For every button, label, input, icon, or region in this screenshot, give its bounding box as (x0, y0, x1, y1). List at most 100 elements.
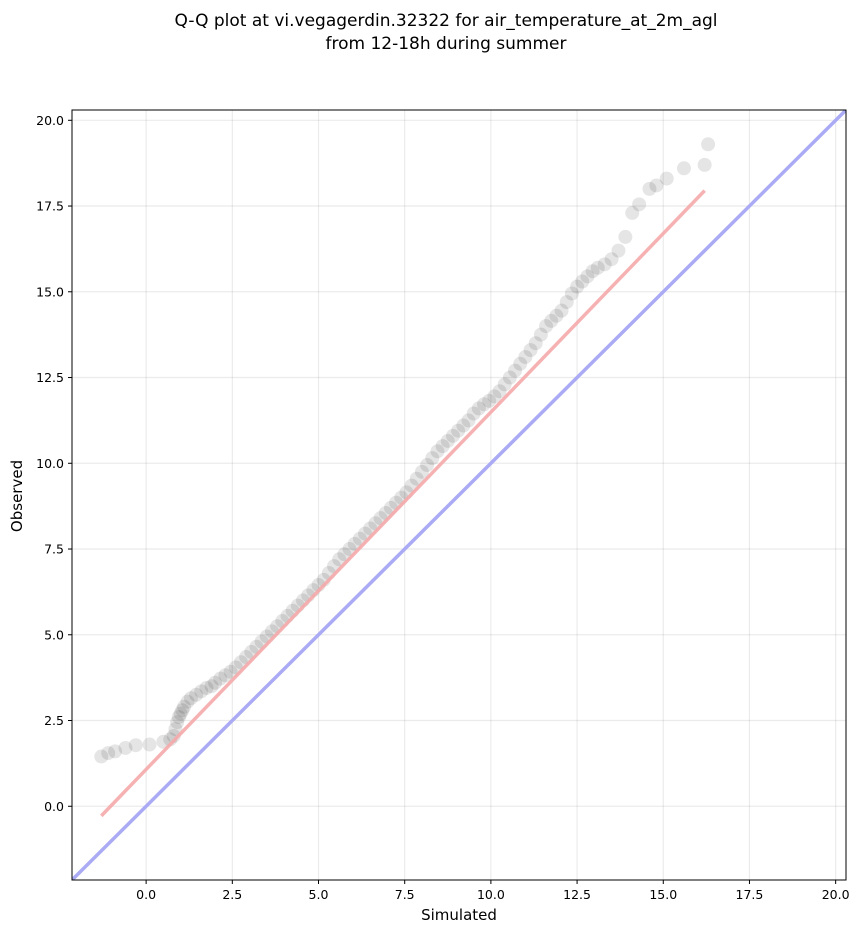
data-point (482, 393, 497, 408)
chart-title-line-2: from 12-18h during summer (326, 34, 567, 54)
data-point (173, 706, 188, 721)
data-point (461, 413, 476, 428)
data-point (618, 229, 633, 244)
data-point (518, 349, 533, 364)
data-point (180, 694, 195, 709)
x-tick-label: 12.5 (563, 887, 591, 902)
x-tick-label: 20.0 (822, 887, 850, 902)
data-point (487, 389, 502, 404)
x-tick-label: 7.5 (395, 887, 415, 902)
data-point (590, 260, 605, 275)
data-point (533, 327, 548, 342)
data-point (108, 744, 123, 759)
data-point (168, 722, 183, 737)
data-point (604, 252, 619, 267)
data-point (549, 308, 564, 323)
fit-line (100, 189, 706, 818)
data-point (676, 161, 691, 176)
data-point (528, 336, 543, 351)
data-point (642, 181, 657, 196)
data-point (539, 319, 554, 334)
y-tick-label: 15.0 (36, 284, 64, 299)
y-axis-label: Observed (8, 460, 26, 532)
y-tick-label: 12.5 (36, 370, 64, 385)
y-tick-label: 5.0 (44, 627, 64, 642)
data-point (440, 433, 455, 448)
data-point (492, 384, 507, 399)
y-tick-label: 10.0 (36, 456, 64, 471)
grid-lines (72, 110, 846, 880)
data-point (170, 715, 185, 730)
y-tick-label: 20.0 (36, 113, 64, 128)
data-point (456, 418, 471, 433)
data-point (142, 737, 157, 752)
x-tick-label: 15.0 (649, 887, 677, 902)
data-point (445, 428, 460, 443)
data-point (570, 279, 585, 294)
data-point (218, 668, 233, 683)
data-point (223, 664, 238, 679)
data-point (430, 444, 445, 459)
data-point (409, 471, 424, 486)
x-tick-label: 10.0 (477, 887, 505, 902)
x-tick-label: 0.0 (136, 887, 156, 902)
data-point (101, 746, 116, 761)
data-point (554, 303, 569, 318)
data-point (476, 397, 491, 412)
data-point (697, 157, 712, 172)
data-point (701, 137, 716, 152)
data-point (414, 464, 429, 479)
data-point (580, 269, 595, 284)
data-point (332, 552, 347, 567)
data-point (502, 370, 517, 385)
data-point (451, 423, 466, 438)
data-point (425, 451, 440, 466)
data-point (204, 679, 219, 694)
data-point (497, 377, 512, 392)
data-point (513, 356, 528, 371)
data-point (508, 363, 523, 378)
data-point (611, 243, 626, 258)
data-point (118, 740, 133, 755)
data-point (649, 178, 664, 193)
plot-frame (71, 109, 847, 881)
y-tick-label: 0.0 (44, 799, 64, 814)
data-point (213, 671, 228, 686)
data-point (199, 680, 214, 695)
data-point (466, 406, 481, 421)
y-tick-label: 17.5 (36, 199, 64, 214)
data-point (585, 264, 600, 279)
data-point (659, 171, 674, 186)
y-tick-label: 7.5 (44, 542, 64, 557)
x-axis-ticks: 0.0 2.5 5.0 7.5 10.0 12.5 15.0 17.5 20.0 (136, 880, 850, 902)
data-point (183, 691, 198, 706)
data-point (564, 286, 579, 301)
data-point (337, 547, 352, 562)
y-axis-ticks: 0.0 2.5 5.0 7.5 10.0 12.5 15.0 17.5 20.0 (36, 113, 72, 814)
data-point (544, 313, 559, 328)
data-point (435, 439, 450, 454)
data-point (471, 401, 486, 416)
data-point (94, 749, 109, 764)
data-point (559, 295, 574, 310)
x-tick-label: 2.5 (222, 887, 242, 902)
data-point (156, 734, 171, 749)
data-point (128, 738, 143, 753)
data-point (575, 274, 590, 289)
y-tick-label: 2.5 (44, 713, 64, 728)
data-point (625, 205, 640, 220)
data-point (632, 197, 647, 212)
data-point (171, 710, 186, 725)
data-point (208, 675, 223, 690)
x-tick-label: 17.5 (736, 887, 764, 902)
data-point (523, 343, 538, 358)
data-point (189, 687, 204, 702)
identity-line (72, 110, 846, 880)
x-axis-label: Simulated (421, 906, 497, 924)
data-point (194, 684, 209, 699)
plot-area (72, 110, 846, 880)
data-point (597, 257, 612, 272)
data-point (177, 699, 192, 714)
chart-title-line-1: Q-Q plot at vi.vegagerdin.32322 for air_… (174, 11, 717, 31)
